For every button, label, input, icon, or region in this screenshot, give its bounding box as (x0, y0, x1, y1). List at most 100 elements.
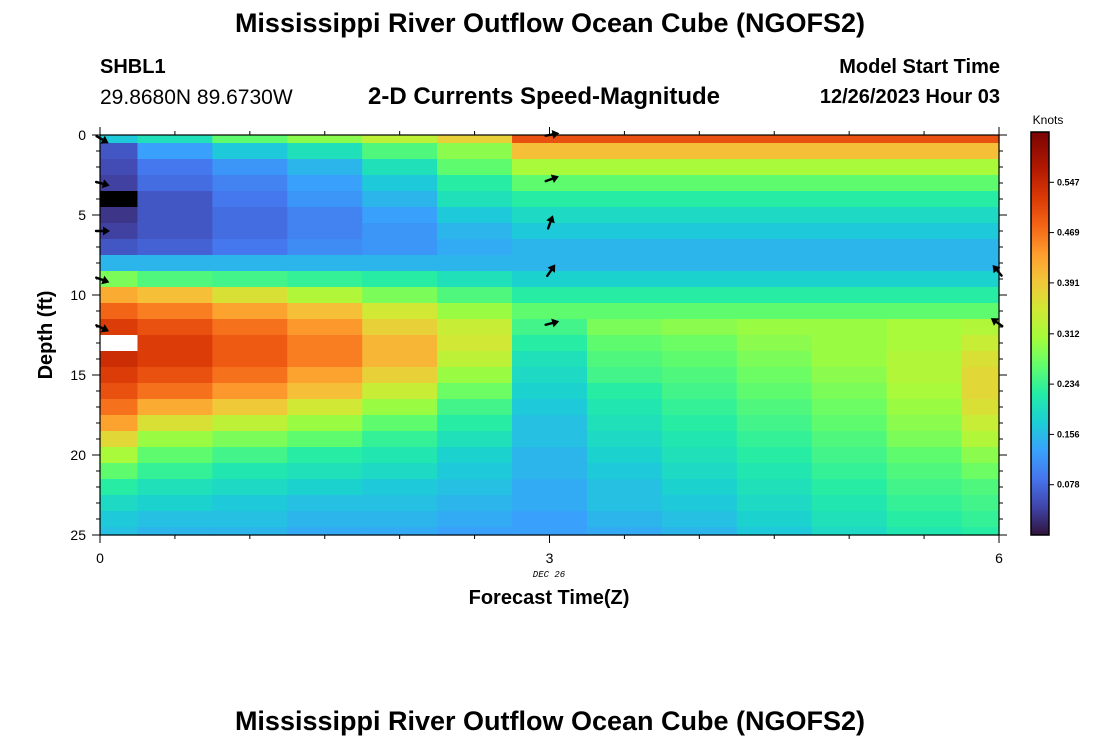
heatmap-cell (586, 175, 663, 192)
heatmap-cell (212, 319, 288, 336)
heatmap-cell (586, 351, 663, 368)
heatmap-cell (661, 383, 738, 400)
heatmap-cell (287, 175, 363, 192)
heatmap-cell (100, 271, 139, 288)
heatmap-cell (586, 431, 663, 448)
heatmap-cell (586, 399, 663, 416)
heatmap-cell (512, 143, 588, 160)
heatmap-cell (212, 335, 288, 352)
heatmap-cell (362, 135, 438, 144)
heatmap-cell (137, 207, 213, 224)
y-axis-title: Depth (ft) (35, 291, 57, 380)
heatmap-cell (100, 511, 139, 528)
heatmap-cell (961, 527, 1000, 536)
y-tick-label: 20 (70, 447, 86, 463)
heatmap-cell (137, 495, 213, 512)
heatmap-cell (886, 143, 963, 160)
heatmap-cell (287, 479, 363, 496)
heatmap-cell (137, 255, 213, 272)
heatmap-cell (961, 367, 1000, 384)
heatmap-cell (961, 287, 1000, 304)
heatmap-cell (287, 223, 363, 240)
current-vector-arrow (95, 324, 110, 333)
heatmap-cell (586, 495, 663, 512)
heatmap-cell (961, 191, 1000, 208)
heatmap-cell (362, 447, 438, 464)
heatmap-cell (212, 415, 288, 432)
heatmap-cell (437, 207, 513, 224)
heatmap-cell (961, 479, 1000, 496)
heatmap-cell (287, 335, 363, 352)
heatmap-cell (137, 223, 213, 240)
colorbar-tick-label: 0.312 (1057, 329, 1080, 339)
heatmap-cell (586, 287, 663, 304)
heatmap-cell (287, 255, 363, 272)
heatmap-cell (212, 271, 288, 288)
heatmap-cell (212, 207, 288, 224)
heatmap-cell (362, 463, 438, 480)
heatmap-cell (811, 303, 888, 320)
heatmap-cell (736, 415, 813, 432)
heatmap-cell (886, 335, 963, 352)
heatmap-cell (287, 287, 363, 304)
heatmap-cell (961, 207, 1000, 224)
heatmap-cell (512, 175, 588, 192)
heatmap-cell (212, 287, 288, 304)
heatmap-cell (212, 191, 288, 208)
heatmap-cell (362, 191, 438, 208)
heatmap-cell (886, 399, 963, 416)
heatmap-cell (961, 447, 1000, 464)
heatmap-cell (100, 495, 139, 512)
heatmap-cell (512, 463, 588, 480)
heatmap-cell (362, 335, 438, 352)
heatmap-cell (661, 415, 738, 432)
heatmap-cell (736, 287, 813, 304)
heatmap-cell (100, 159, 139, 176)
masked-cell (100, 191, 138, 207)
heatmap-cell (886, 239, 963, 256)
heatmap-cell (512, 447, 588, 464)
heatmap-cell (512, 399, 588, 416)
heatmap-cell (362, 143, 438, 160)
heatmap-cell (437, 463, 513, 480)
heatmap-cell (287, 431, 363, 448)
heatmap-cell (736, 335, 813, 352)
heatmap-cell (811, 159, 888, 176)
heatmap-cell (586, 239, 663, 256)
heatmap-cell (287, 415, 363, 432)
heatmap-cell (437, 479, 513, 496)
heatmap-cell (512, 511, 588, 528)
heatmap-cell (736, 479, 813, 496)
heatmap-cell (212, 135, 288, 144)
heatmap-cell (586, 335, 663, 352)
heatmap-cell (736, 239, 813, 256)
heatmap-cell (886, 463, 963, 480)
y-tick-label: 15 (70, 367, 86, 383)
heatmap-cell (661, 319, 738, 336)
heatmap-cell (886, 175, 963, 192)
heatmap-cell (137, 303, 213, 320)
heatmap-cell (100, 447, 139, 464)
heatmap-cell (437, 495, 513, 512)
heatmap-cell (287, 303, 363, 320)
heatmap-cell (437, 191, 513, 208)
heatmap-cell (961, 255, 1000, 272)
heatmap-cell (961, 143, 1000, 160)
heatmap-cell (961, 223, 1000, 240)
heatmap-cell (100, 135, 139, 144)
x-date-label: DEC 26 (533, 570, 566, 580)
colorbar-tick-label: 0.469 (1057, 228, 1080, 238)
heatmap-cell (437, 143, 513, 160)
heatmap-cell (437, 399, 513, 416)
heatmap-cell (886, 319, 963, 336)
heatmap-cell (512, 495, 588, 512)
heatmap-cell (736, 383, 813, 400)
heatmap-cell (811, 527, 888, 536)
heatmap-cell (961, 351, 1000, 368)
heatmap-cell (886, 255, 963, 272)
heatmap-cell (661, 159, 738, 176)
heatmap-cell (437, 431, 513, 448)
heatmap-cell (437, 239, 513, 256)
heatmap-cell (512, 367, 588, 384)
heatmap-cell (736, 463, 813, 480)
